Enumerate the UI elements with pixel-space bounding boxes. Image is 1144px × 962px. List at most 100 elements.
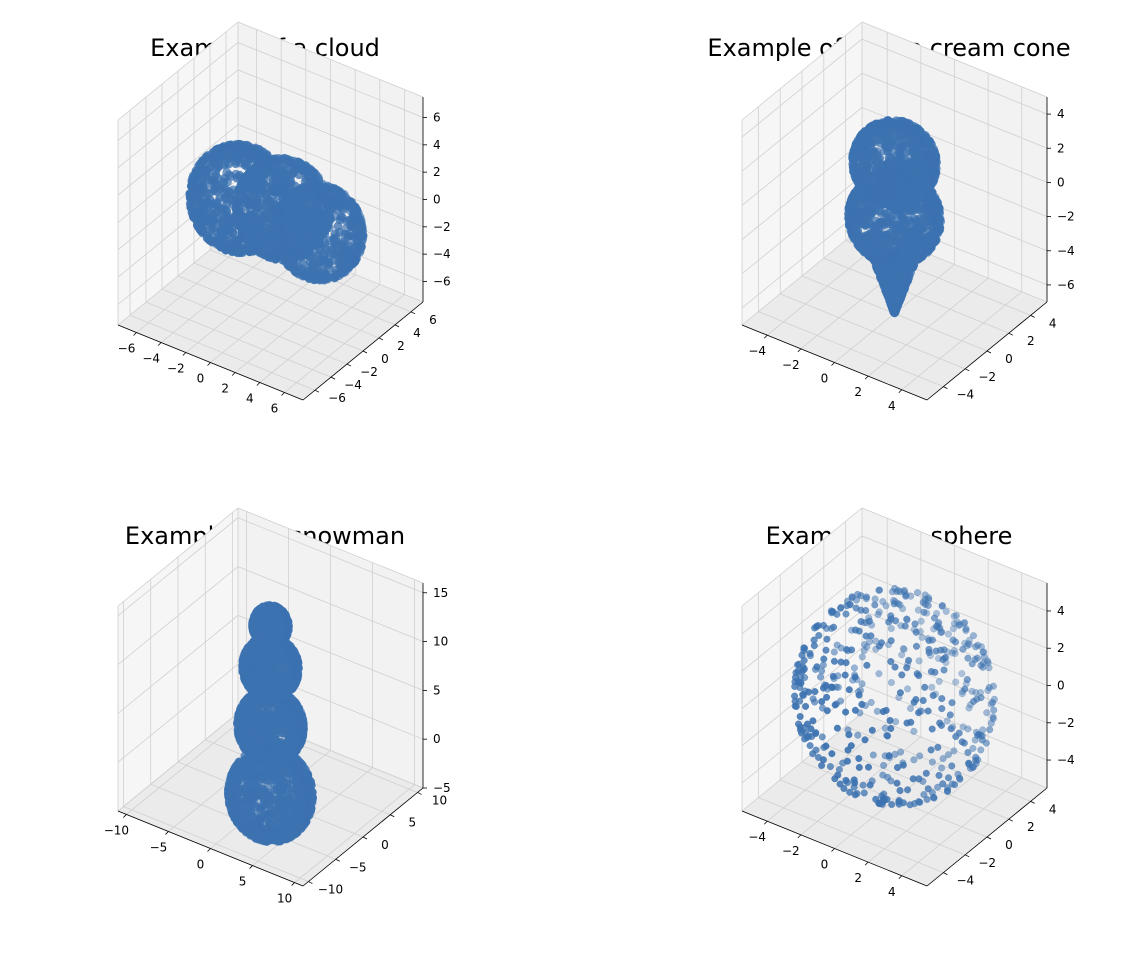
pane-edge	[237, 21, 424, 98]
y-tick	[943, 386, 948, 389]
x-tick-label: 6	[271, 402, 279, 416]
z-tick-label: 5	[433, 683, 441, 697]
y-tick	[410, 311, 416, 315]
y-tick-label: −2	[978, 370, 996, 384]
y-tick-label: 0	[381, 352, 389, 366]
z-tick-label: −5	[433, 781, 451, 795]
pane-edge	[117, 712, 239, 812]
pane-edge	[117, 507, 239, 607]
scatter-point	[277, 221, 286, 231]
x-tick	[291, 882, 295, 886]
scatter-point	[198, 224, 208, 234]
pane-edge	[237, 507, 424, 584]
y-tick	[986, 350, 992, 354]
scatter-point	[264, 205, 274, 215]
scatter-point	[287, 170, 297, 180]
scatter-point	[318, 228, 328, 238]
y-tick-label: 0	[1005, 352, 1013, 366]
y-tick	[965, 368, 970, 372]
scatter-point	[894, 224, 904, 234]
y-tick	[335, 858, 340, 862]
y-tick-label: −4	[957, 388, 975, 402]
y-tick-label: 0	[381, 838, 389, 852]
y-tick	[378, 337, 384, 341]
x-tick-label: 0	[821, 372, 829, 386]
y-tick	[330, 376, 336, 380]
y-tick-label: 2	[397, 339, 405, 353]
y-tick-label: 10	[432, 793, 447, 807]
scatter-point	[895, 206, 905, 216]
x-tick-label: −4	[748, 344, 766, 358]
scatter-points	[844, 116, 946, 318]
x-tick-label: −2	[167, 362, 185, 376]
y-tick-label: 2	[1027, 334, 1035, 348]
y-tick-label: −5	[349, 860, 367, 874]
z-tick-label: 10	[433, 635, 448, 649]
scatter-point	[202, 166, 212, 175]
scatter-point	[922, 199, 932, 209]
scatter-point	[242, 161, 252, 171]
x-tick-label: 4	[246, 392, 254, 406]
pane-edge	[117, 21, 239, 121]
y-tick-label: −2	[360, 365, 378, 379]
y-tick-label: 4	[413, 326, 421, 340]
x-tick-label: 2	[221, 382, 229, 396]
pane-edge	[861, 21, 1048, 98]
scatter-point	[871, 164, 881, 174]
z-tick-label: −6	[1057, 278, 1075, 292]
scatter-points	[223, 601, 317, 846]
x-tick	[182, 352, 187, 356]
scatter-point	[244, 184, 254, 194]
x-tick-label: −2	[782, 358, 800, 372]
scatter-point	[272, 230, 282, 240]
scatter-point	[275, 175, 285, 185]
z-tick-label: 0	[1057, 175, 1065, 189]
scatter-point	[248, 233, 257, 243]
x-tick	[157, 342, 162, 346]
y-tick	[314, 389, 320, 393]
scatter-point	[232, 173, 242, 183]
x-tick	[249, 865, 253, 869]
scatter-point	[300, 245, 310, 255]
x-tick	[831, 362, 835, 366]
z-tick-label: −4	[1057, 244, 1075, 258]
scatter-point	[347, 221, 357, 231]
pane-edge	[741, 226, 863, 326]
x-tick-label: −5	[150, 840, 168, 854]
z-tick-label: −2	[1057, 210, 1075, 224]
scatter-point	[185, 199, 195, 209]
scatter-point	[253, 182, 263, 192]
scatter-point	[889, 247, 899, 257]
scatter-point	[905, 194, 915, 204]
scatter-point	[304, 184, 313, 194]
y-tick	[390, 814, 395, 818]
y-tick-label: −10	[318, 883, 343, 897]
x-tick-label: 0	[197, 858, 205, 872]
x-tick-label: 5	[239, 875, 247, 889]
z-tick-label: 4	[433, 138, 441, 152]
scatter-point	[261, 223, 271, 233]
z-tick-label: 6	[433, 111, 441, 125]
z-tick-label: −2	[433, 220, 451, 234]
pane-edge	[741, 21, 863, 121]
x-tick	[123, 814, 127, 818]
scatter-point	[226, 216, 236, 226]
scatter-point	[307, 253, 316, 263]
scatter-point	[905, 207, 915, 216]
x-tick-label: −6	[118, 342, 136, 356]
scatter-point	[301, 174, 311, 184]
x-tick-label: 4	[888, 399, 896, 413]
scatter-points	[185, 139, 368, 285]
y-tick-label: −4	[344, 378, 362, 392]
x-tick	[763, 334, 768, 339]
x-tick	[165, 831, 169, 835]
x-tick	[231, 372, 236, 376]
y-tick	[362, 836, 368, 840]
z-tick-label: −4	[433, 247, 451, 261]
x-tick-label: 0	[197, 372, 205, 386]
y-tick	[394, 324, 400, 328]
x-tick	[256, 382, 261, 386]
scatter-point	[224, 159, 234, 169]
